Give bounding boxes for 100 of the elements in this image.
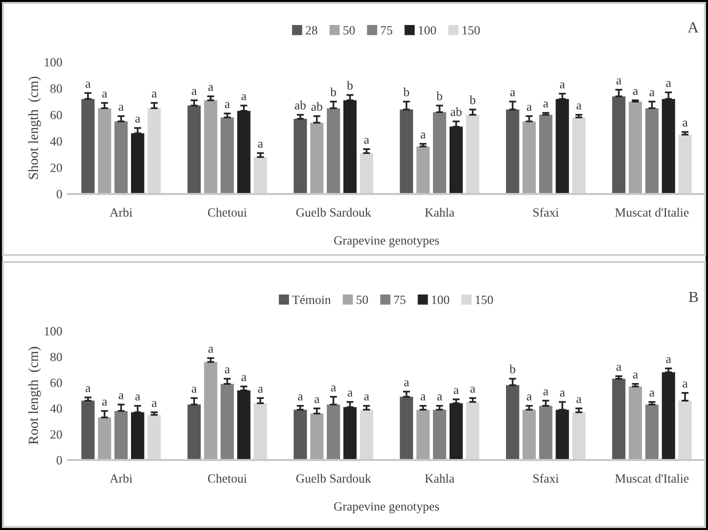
data-label: a [404, 380, 410, 386]
legend-label: 50 [356, 296, 368, 304]
data-label: b [346, 80, 353, 90]
x-tick-label: Kahla [425, 474, 454, 483]
legend-label: 100 [418, 26, 436, 35]
data-label: a [118, 104, 124, 111]
data-label: a [331, 385, 336, 392]
x-tick-label: Sfaxi [533, 474, 559, 483]
y-tick-label: 80 [50, 352, 62, 362]
y-tick-label: 20 [50, 430, 62, 439]
data-label: a [560, 390, 565, 397]
data-label: a [633, 88, 638, 95]
data-label: a [510, 90, 516, 96]
data-label: a [576, 397, 582, 404]
legend-label: 75 [381, 26, 392, 35]
x-tick-label: Chetoui [208, 208, 247, 217]
text: A [688, 22, 699, 32]
y-tick-label: 0 [56, 190, 62, 198]
data-label: ab [450, 107, 462, 116]
data-label: a [86, 386, 91, 392]
data-label: a [241, 94, 246, 100]
y-axis-title: Shoot length (cm) [28, 76, 41, 179]
data-label: a [633, 372, 638, 379]
data-label: a [364, 138, 370, 144]
data-label: a [650, 390, 655, 397]
data-label: a [650, 90, 655, 96]
data-label: a [135, 116, 140, 123]
y-tick-label: 100 [44, 58, 62, 66]
y-tick-label: 0 [56, 456, 62, 464]
data-label: a [241, 375, 246, 382]
text: B [688, 292, 698, 302]
y-axis-title: Root length (cm) [28, 346, 41, 444]
legend-label: 50 [343, 26, 355, 35]
y-tick-label: 60 [50, 110, 62, 120]
data-label: a [258, 386, 263, 393]
legend-label: 150 [462, 26, 480, 35]
x-tick-label: Kahla [425, 208, 454, 217]
data-label: b [436, 91, 442, 100]
x-axis-title: Grapevine genotypes [334, 502, 439, 514]
data-label: a [118, 393, 124, 400]
data-label: b [330, 87, 336, 96]
x-tick-label: Arbi [110, 208, 132, 217]
data-label: a [224, 102, 230, 108]
data-label: a [152, 400, 157, 407]
data-label: a [616, 364, 622, 371]
data-label: a [208, 346, 214, 353]
data-label: a [437, 394, 442, 401]
data-label: a [666, 81, 672, 88]
data-label: a [682, 120, 688, 127]
data-label: a [208, 85, 214, 92]
data-label: a [470, 386, 476, 393]
data-label: a [224, 367, 230, 374]
legend-label: 150 [476, 296, 493, 304]
data-label: a [543, 389, 548, 396]
x-tick-label: Chetoui [208, 474, 247, 483]
legend-label: 100 [432, 296, 450, 304]
data-label: a [364, 394, 370, 401]
data-label: b [470, 95, 476, 104]
data-label: a [192, 88, 197, 95]
data-label: a [192, 386, 197, 393]
y-tick-label: 40 [50, 404, 62, 413]
legend-label: Témoin [292, 295, 331, 304]
data-label: a [666, 357, 672, 364]
x-tick-label: Muscat d'Italie [615, 474, 689, 483]
data-label: a [616, 78, 622, 84]
x-tick-label: Guelb Sardouk [296, 208, 372, 217]
y-tick-label: 80 [50, 84, 62, 93]
data-label: a [314, 397, 320, 404]
data-label: b [510, 364, 516, 374]
y-tick-label: 20 [50, 164, 62, 172]
data-label: a [420, 132, 426, 139]
data-label: a [102, 92, 108, 98]
data-label: ab [311, 102, 322, 111]
data-label: b [403, 87, 410, 96]
data-label: a [526, 394, 532, 401]
legend-label: 28 [306, 26, 318, 35]
data-label: a [86, 82, 91, 88]
data-label: a [152, 92, 157, 98]
data-label: a [135, 394, 140, 401]
data-label: ab [294, 100, 306, 110]
x-tick-label: Arbi [110, 474, 132, 483]
data-label: a [526, 104, 532, 111]
legend-label: 75 [394, 296, 406, 304]
x-tick-label: Guelb Sardouk [296, 474, 372, 483]
x-axis-title: Grapevine genotypes [334, 236, 439, 248]
data-label: a [454, 388, 459, 394]
x-tick-label: Sfaxi [533, 208, 559, 217]
y-tick-label: 40 [50, 137, 62, 146]
data-label: a [543, 102, 548, 108]
data-label: a [682, 382, 688, 388]
x-tick-label: Muscat d'Italie [615, 208, 689, 217]
y-tick-label: 100 [44, 327, 62, 336]
data-label: a [576, 103, 582, 110]
data-label: a [258, 142, 263, 148]
data-label: a [102, 400, 108, 406]
data-label: a [348, 390, 353, 397]
data-label: a [560, 82, 565, 88]
data-label: a [420, 394, 426, 401]
y-tick-label: 60 [50, 378, 62, 388]
data-label: a [298, 394, 303, 401]
